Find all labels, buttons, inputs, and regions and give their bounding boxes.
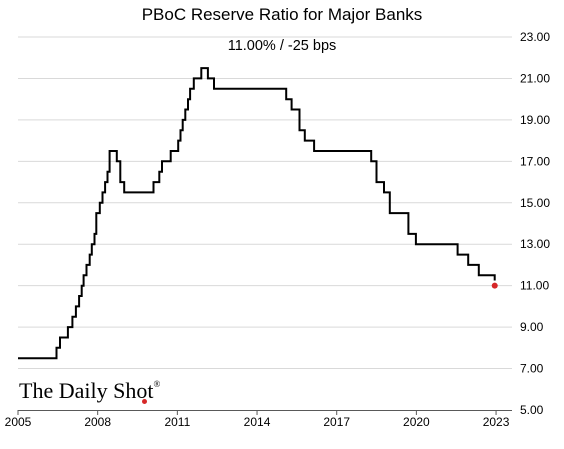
daily-shot-logo: The Daily Shot® [19, 378, 160, 404]
x-tick-label: 2023 [483, 415, 510, 429]
y-tick-label: 7.00 [520, 362, 544, 376]
y-tick-label: 15.00 [520, 196, 550, 210]
y-tick-label: 13.00 [520, 237, 550, 251]
chart-annotation: 11.00% / -25 bps [227, 38, 337, 54]
y-tick-label: 19.00 [520, 113, 550, 127]
y-tick-label: 5.00 [520, 403, 544, 417]
logo-dot-icon [142, 399, 147, 404]
y-tick-label: 9.00 [520, 320, 544, 334]
chart-title: PBoC Reserve Ratio for Major Banks [141, 5, 423, 24]
registered-mark: ® [153, 379, 161, 389]
y-tick-label: 21.00 [520, 71, 550, 85]
x-tick-label: 2008 [84, 415, 111, 429]
x-tick-label: 2017 [323, 415, 350, 429]
series-line [18, 67, 496, 360]
axes [17, 410, 512, 415]
y-tick-label: 11.00 [520, 279, 549, 293]
y-tick-label: 23.00 [520, 30, 550, 44]
series-layer [18, 67, 498, 360]
logo-text: The Daily Shot [19, 378, 154, 403]
x-tick-label: 2020 [403, 415, 430, 429]
y-tick-label: 17.00 [520, 154, 550, 168]
x-tick-label: 2011 [164, 415, 190, 429]
x-tick-label: 2005 [5, 415, 32, 429]
x-tick-label: 2014 [244, 415, 271, 429]
grid-lines [18, 36, 512, 370]
tick-labels: 23.00 21.00 19.00 17.00 15.00 13.00 11.00 9.00 7… [5, 30, 551, 429]
last-value-marker [491, 282, 498, 289]
